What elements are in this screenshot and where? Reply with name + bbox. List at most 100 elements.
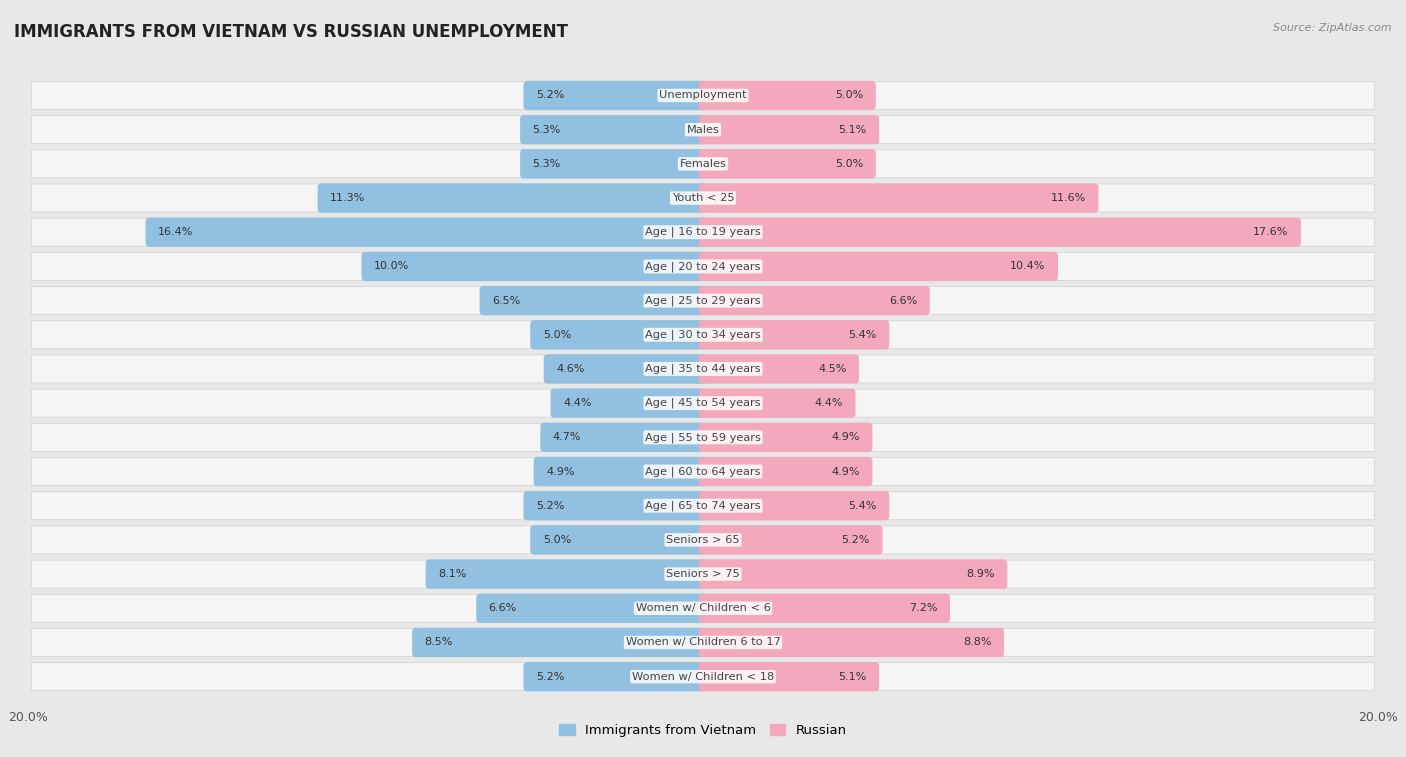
Text: Seniors > 65: Seniors > 65	[666, 535, 740, 545]
Text: 5.2%: 5.2%	[842, 535, 870, 545]
Text: 6.6%: 6.6%	[489, 603, 517, 613]
FancyBboxPatch shape	[520, 149, 707, 179]
Text: 4.9%: 4.9%	[831, 466, 860, 477]
FancyBboxPatch shape	[31, 560, 1375, 588]
Text: Age | 30 to 34 years: Age | 30 to 34 years	[645, 329, 761, 340]
FancyBboxPatch shape	[540, 422, 707, 452]
FancyBboxPatch shape	[31, 82, 1375, 110]
Text: Age | 55 to 59 years: Age | 55 to 59 years	[645, 432, 761, 443]
FancyBboxPatch shape	[426, 559, 707, 589]
FancyBboxPatch shape	[699, 662, 879, 691]
Text: 8.5%: 8.5%	[425, 637, 453, 647]
FancyBboxPatch shape	[530, 320, 707, 350]
Text: 4.6%: 4.6%	[557, 364, 585, 374]
FancyBboxPatch shape	[699, 320, 889, 350]
Text: 7.2%: 7.2%	[910, 603, 938, 613]
FancyBboxPatch shape	[699, 525, 883, 555]
Text: 4.7%: 4.7%	[553, 432, 581, 442]
Text: 10.4%: 10.4%	[1010, 261, 1046, 272]
FancyBboxPatch shape	[31, 423, 1375, 451]
FancyBboxPatch shape	[31, 662, 1375, 690]
Text: 5.0%: 5.0%	[543, 330, 571, 340]
Text: 5.2%: 5.2%	[536, 500, 564, 511]
Text: 6.6%: 6.6%	[889, 295, 917, 306]
FancyBboxPatch shape	[523, 491, 707, 520]
Text: Seniors > 75: Seniors > 75	[666, 569, 740, 579]
Text: Women w/ Children 6 to 17: Women w/ Children 6 to 17	[626, 637, 780, 647]
FancyBboxPatch shape	[699, 388, 855, 418]
Text: 4.9%: 4.9%	[546, 466, 575, 477]
FancyBboxPatch shape	[523, 662, 707, 691]
Text: 5.0%: 5.0%	[835, 91, 863, 101]
Text: 5.1%: 5.1%	[838, 125, 866, 135]
Text: 11.3%: 11.3%	[330, 193, 366, 203]
FancyBboxPatch shape	[699, 593, 950, 623]
Text: 4.9%: 4.9%	[831, 432, 860, 442]
Text: 4.4%: 4.4%	[814, 398, 844, 408]
FancyBboxPatch shape	[699, 183, 1098, 213]
Text: 8.9%: 8.9%	[966, 569, 995, 579]
FancyBboxPatch shape	[699, 252, 1057, 281]
Text: Age | 25 to 29 years: Age | 25 to 29 years	[645, 295, 761, 306]
Text: 11.6%: 11.6%	[1050, 193, 1085, 203]
FancyBboxPatch shape	[699, 354, 859, 384]
Text: 5.0%: 5.0%	[543, 535, 571, 545]
Legend: Immigrants from Vietnam, Russian: Immigrants from Vietnam, Russian	[554, 718, 852, 742]
FancyBboxPatch shape	[31, 628, 1375, 656]
Text: 5.3%: 5.3%	[533, 159, 561, 169]
FancyBboxPatch shape	[31, 150, 1375, 178]
FancyBboxPatch shape	[31, 457, 1375, 485]
FancyBboxPatch shape	[523, 81, 707, 111]
FancyBboxPatch shape	[146, 217, 707, 247]
Text: Age | 20 to 24 years: Age | 20 to 24 years	[645, 261, 761, 272]
Text: IMMIGRANTS FROM VIETNAM VS RUSSIAN UNEMPLOYMENT: IMMIGRANTS FROM VIETNAM VS RUSSIAN UNEMP…	[14, 23, 568, 41]
Text: 16.4%: 16.4%	[157, 227, 194, 237]
FancyBboxPatch shape	[318, 183, 707, 213]
Text: 10.0%: 10.0%	[374, 261, 409, 272]
Text: 4.5%: 4.5%	[818, 364, 846, 374]
FancyBboxPatch shape	[361, 252, 707, 281]
Text: Age | 16 to 19 years: Age | 16 to 19 years	[645, 227, 761, 238]
Text: Women w/ Children < 6: Women w/ Children < 6	[636, 603, 770, 613]
Text: Males: Males	[686, 125, 720, 135]
Text: Age | 45 to 54 years: Age | 45 to 54 years	[645, 398, 761, 409]
Text: 5.4%: 5.4%	[848, 330, 877, 340]
FancyBboxPatch shape	[31, 321, 1375, 349]
Text: Age | 65 to 74 years: Age | 65 to 74 years	[645, 500, 761, 511]
Text: 6.5%: 6.5%	[492, 295, 520, 306]
Text: 17.6%: 17.6%	[1253, 227, 1288, 237]
FancyBboxPatch shape	[544, 354, 707, 384]
FancyBboxPatch shape	[699, 217, 1301, 247]
FancyBboxPatch shape	[31, 116, 1375, 144]
Text: 8.8%: 8.8%	[963, 637, 991, 647]
FancyBboxPatch shape	[534, 456, 707, 486]
FancyBboxPatch shape	[31, 355, 1375, 383]
FancyBboxPatch shape	[31, 389, 1375, 417]
FancyBboxPatch shape	[520, 115, 707, 145]
FancyBboxPatch shape	[31, 252, 1375, 280]
FancyBboxPatch shape	[31, 218, 1375, 246]
FancyBboxPatch shape	[699, 149, 876, 179]
Text: Source: ZipAtlas.com: Source: ZipAtlas.com	[1274, 23, 1392, 33]
FancyBboxPatch shape	[479, 286, 707, 316]
Text: Age | 60 to 64 years: Age | 60 to 64 years	[645, 466, 761, 477]
FancyBboxPatch shape	[530, 525, 707, 555]
FancyBboxPatch shape	[477, 593, 707, 623]
Text: 5.4%: 5.4%	[848, 500, 877, 511]
Text: 5.0%: 5.0%	[835, 159, 863, 169]
FancyBboxPatch shape	[31, 184, 1375, 212]
Text: Females: Females	[679, 159, 727, 169]
Text: Women w/ Children < 18: Women w/ Children < 18	[631, 671, 775, 681]
FancyBboxPatch shape	[699, 286, 929, 316]
Text: 5.3%: 5.3%	[533, 125, 561, 135]
FancyBboxPatch shape	[699, 628, 1004, 657]
FancyBboxPatch shape	[31, 594, 1375, 622]
Text: Unemployment: Unemployment	[659, 91, 747, 101]
FancyBboxPatch shape	[699, 559, 1007, 589]
FancyBboxPatch shape	[31, 492, 1375, 520]
FancyBboxPatch shape	[699, 115, 879, 145]
FancyBboxPatch shape	[699, 81, 876, 111]
FancyBboxPatch shape	[551, 388, 707, 418]
Text: 5.2%: 5.2%	[536, 671, 564, 681]
Text: 5.2%: 5.2%	[536, 91, 564, 101]
